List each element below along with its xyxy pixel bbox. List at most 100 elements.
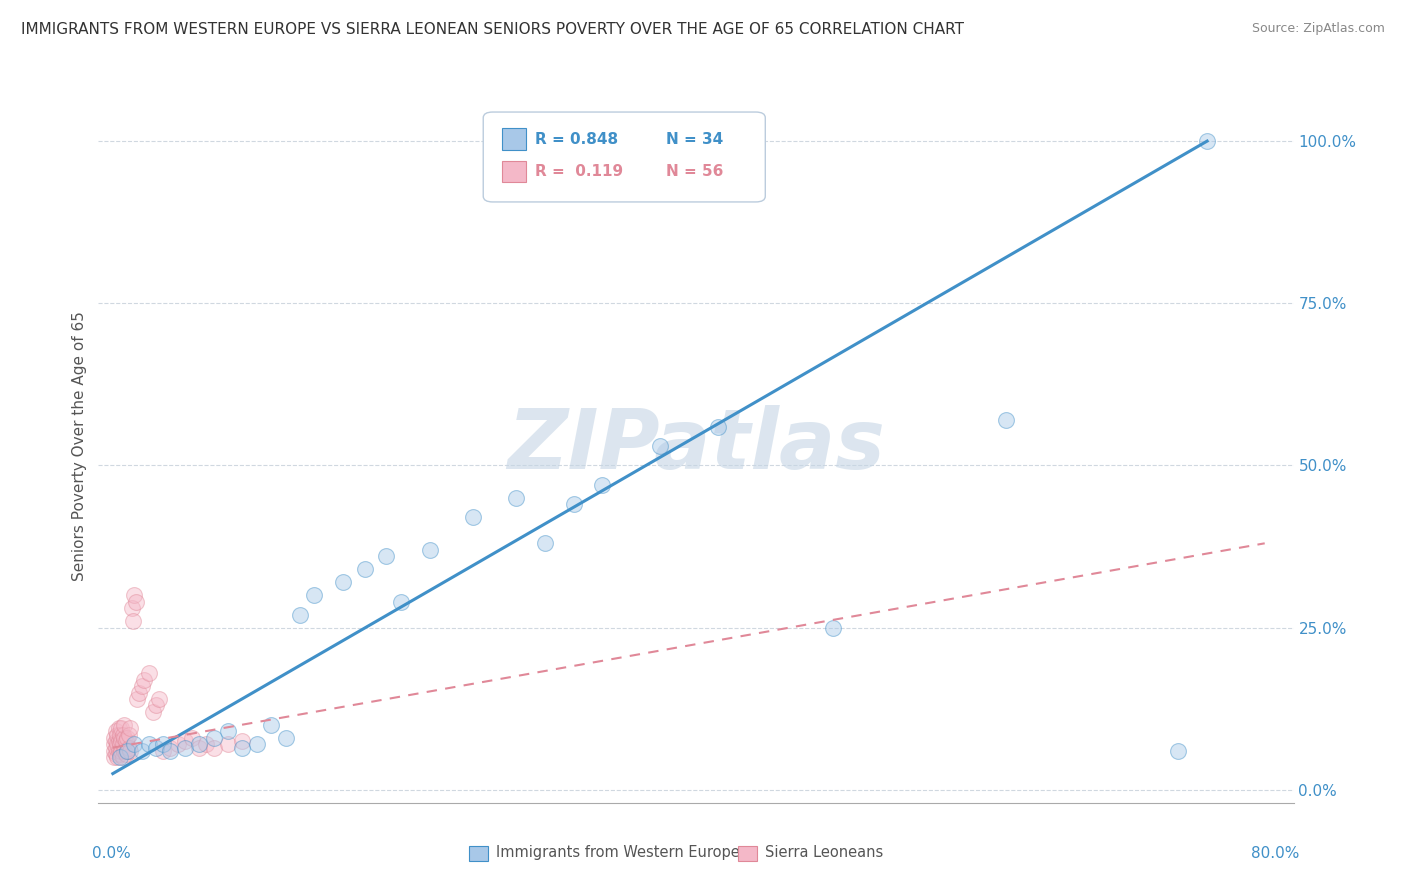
Point [145,698,167,713]
Point [131,744,153,758]
Point [115,731,138,745]
Point [105,728,128,742]
Point [124,588,146,602]
Point [107,734,129,748]
Point [110,734,132,748]
Point [138,738,160,752]
Point [231,734,253,748]
Point [121,601,143,615]
Point [131,679,153,693]
Bar [738,846,756,862]
Bar [502,161,526,182]
Point [112,718,135,732]
Text: IMMIGRANTS FROM WESTERN EUROPE VS SIERRA LEONEAN SENIORS POVERTY OVER THE AGE OF: IMMIGRANTS FROM WESTERN EUROPE VS SIERRA… [21,22,965,37]
Y-axis label: Seniors Poverty Over the Age of 65: Seniors Poverty Over the Age of 65 [72,311,87,581]
Point [142,705,165,719]
Point [231,740,253,755]
Text: R =  0.119: R = 0.119 [534,164,623,178]
Point [505,491,527,505]
Point [111,738,134,752]
Point [533,536,555,550]
Point [107,744,129,758]
Point [103,738,125,752]
Text: ZIPatlas: ZIPatlas [508,406,884,486]
Point [591,478,613,492]
Point [114,734,136,748]
Point [124,738,146,752]
Point [103,750,125,764]
Point [173,734,195,748]
Point [107,721,129,735]
Point [994,413,1017,427]
Text: Sierra Leoneans: Sierra Leoneans [765,846,883,860]
Point [461,510,484,524]
Bar [502,128,526,150]
Point [202,740,225,755]
Point [188,738,211,752]
Point [120,744,142,758]
Point [288,607,311,622]
Point [128,685,150,699]
Point [111,750,134,764]
Point [353,562,375,576]
Point [260,718,283,732]
Point [103,731,125,745]
Point [648,439,671,453]
Text: 0.0%: 0.0% [93,846,131,861]
Point [138,666,160,681]
Point [115,744,138,758]
Point [120,721,142,735]
Text: N = 34: N = 34 [666,132,723,146]
Point [104,747,127,761]
Point [188,740,211,755]
Point [304,588,326,602]
Point [134,673,156,687]
Point [246,738,269,752]
Point [152,744,174,758]
Point [108,738,131,752]
Point [115,744,138,758]
Point [108,747,131,761]
Point [103,744,125,758]
Point [127,692,149,706]
Point [125,595,148,609]
Point [122,614,145,628]
Point [110,721,132,735]
Point [173,740,195,755]
Point [202,731,225,745]
Point [104,740,127,755]
Text: Immigrants from Western Europe: Immigrants from Western Europe [496,846,740,860]
Point [104,734,127,748]
Point [332,575,354,590]
Point [1167,744,1189,758]
Point [118,728,141,742]
Point [419,542,441,557]
Bar [470,846,488,862]
Point [274,731,297,745]
Point [1197,134,1219,148]
Point [159,744,181,758]
Point [112,731,135,745]
Point [152,738,174,752]
Point [195,738,218,752]
Point [104,724,127,739]
Point [110,744,132,758]
Text: N = 56: N = 56 [666,164,724,178]
Point [105,750,128,764]
Point [159,740,181,755]
Point [118,740,141,755]
Point [562,497,585,511]
Point [111,728,134,742]
Point [217,724,239,739]
Text: 80.0%: 80.0% [1251,846,1299,861]
Point [706,419,728,434]
Point [389,595,412,609]
FancyBboxPatch shape [484,112,765,202]
Text: Source: ZipAtlas.com: Source: ZipAtlas.com [1251,22,1385,36]
Point [105,738,128,752]
Point [148,692,170,706]
Point [181,731,204,745]
Point [145,740,167,755]
Point [112,744,135,758]
Point [375,549,398,564]
